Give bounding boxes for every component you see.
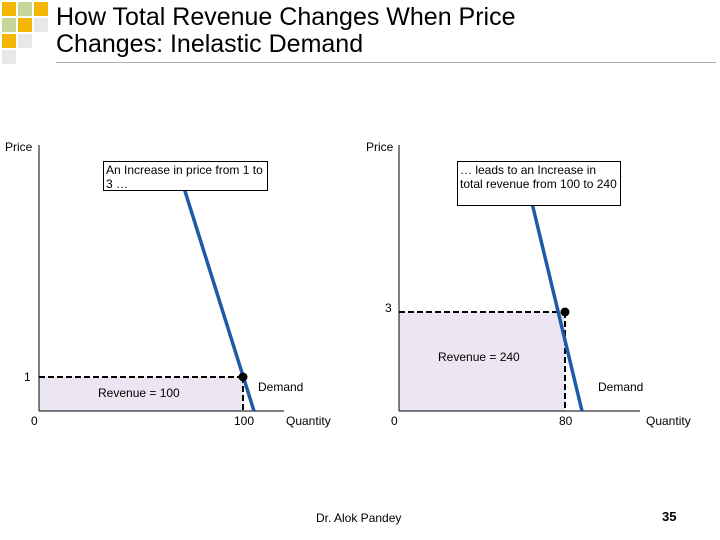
- revenue-area: [39, 377, 243, 411]
- page-title: How Total Revenue Changes When Price Cha…: [56, 4, 656, 58]
- revenue-label: Revenue = 240: [438, 350, 520, 364]
- deco-square: [2, 18, 16, 32]
- title-divider: [56, 62, 716, 63]
- x-tick-label: 80: [559, 414, 573, 428]
- deco-square: [18, 2, 32, 16]
- demand-point: [560, 307, 570, 317]
- deco-square: [2, 34, 16, 48]
- revenue-area: [399, 312, 565, 411]
- deco-square: [34, 18, 48, 32]
- y-tick-label: 1: [24, 370, 31, 384]
- right-chart: Price 3 0 80 Quantity Revenue = 240 Dema…: [366, 140, 691, 428]
- demand-label: Demand: [258, 380, 303, 394]
- right-callout: … leads to an Increase in total revenue …: [457, 161, 621, 206]
- title-line-2: Changes: Inelastic Demand: [56, 30, 364, 58]
- x-tick-label: 0: [31, 414, 38, 428]
- deco-square: [2, 50, 16, 64]
- y-axis-label: Price: [5, 140, 33, 154]
- deco-square: [2, 2, 16, 16]
- y-tick-label: 3: [385, 301, 392, 315]
- x-axis-label: Quantity: [286, 414, 331, 428]
- left-chart: Price 1 0 100 Quantity Revenue = 100 Dem…: [5, 140, 331, 428]
- deco-square: [18, 34, 32, 48]
- deco-square: [18, 18, 32, 32]
- x-tick-label: 100: [234, 414, 254, 428]
- page-number: 35: [662, 509, 677, 524]
- demand-curve: [530, 202, 584, 412]
- demand-point: [238, 372, 248, 382]
- x-axis-label: Quantity: [646, 414, 691, 428]
- x-tick-label: 0: [391, 414, 398, 428]
- revenue-label: Revenue = 100: [98, 386, 180, 400]
- title-line-1: How Total Revenue Changes When Price: [56, 3, 516, 31]
- y-axis-label: Price: [366, 140, 394, 154]
- left-callout: An Increase in price from 1 to 3 …: [103, 161, 268, 191]
- deco-square: [34, 2, 48, 16]
- demand-label: Demand: [598, 380, 643, 394]
- author-footer: Dr. Alok Pandey: [316, 511, 402, 525]
